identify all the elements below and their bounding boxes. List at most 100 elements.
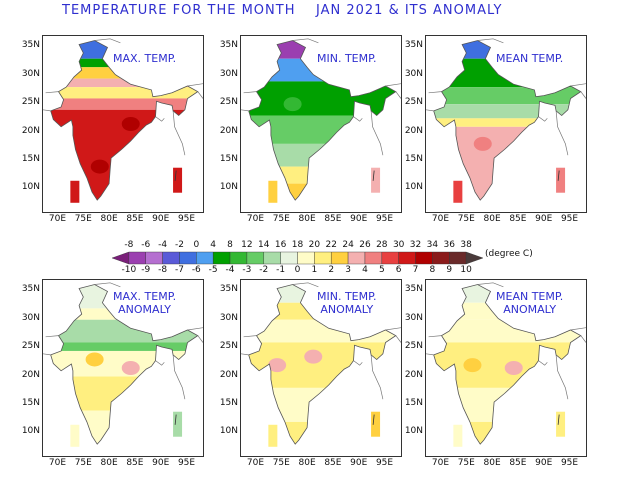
colorbar-bottom-label: 9 (446, 265, 453, 275)
border-line (43, 353, 51, 356)
lat-tick-label: 35N (21, 284, 40, 295)
lon-tick-label: 85E (324, 458, 342, 468)
lon-tick-label: 75E (272, 458, 290, 468)
colorbar-top-label: 36 (443, 240, 455, 250)
border-line (243, 91, 257, 94)
lon-tick-label: 90E (350, 214, 368, 224)
colorbar-top-label: 20 (308, 240, 321, 250)
border-line (428, 91, 442, 94)
border-line (385, 327, 401, 331)
lat-tick-label: 20N (21, 125, 40, 136)
andaman-box (371, 167, 381, 193)
colorbar-top-label: -2 (174, 240, 184, 250)
colorbar-swatch (263, 251, 281, 265)
colorbar-top-label: 32 (409, 240, 422, 250)
andaman-islands (372, 170, 375, 181)
colorbar-swatch (246, 251, 264, 265)
shade-patch (90, 159, 109, 174)
border-line (45, 335, 59, 338)
lon-tick-label: 70E (246, 458, 265, 468)
colorbar-swatch (162, 251, 180, 265)
india-outline (248, 284, 397, 445)
lon-tick-label: 75E (272, 214, 290, 224)
colorbar-swatch (465, 251, 484, 265)
border-line (370, 110, 384, 156)
lat-tick-label: 30N (404, 68, 423, 79)
border-line (538, 116, 548, 122)
lat-tick-label: 30N (21, 68, 40, 79)
border-line (155, 116, 165, 122)
colorbar-swatch (381, 251, 399, 265)
colorbar-top-label: 18 (291, 240, 304, 250)
colorbar-swatch (297, 251, 315, 265)
lon-tick-label: 75E (457, 458, 475, 468)
lon-tick-label: 95E (375, 214, 394, 224)
colorbar-top-label: 34 (426, 240, 439, 250)
map-svg (426, 38, 586, 203)
map-svg (241, 38, 401, 203)
border-line (197, 335, 203, 343)
colorbar-top-label: 14 (258, 240, 270, 250)
colorbar-swatch (415, 251, 433, 265)
colorbar-swatch (314, 251, 332, 265)
border-line (555, 354, 569, 400)
lat-tick-label: 10N (219, 182, 238, 193)
colorbar-bottom-label: 0 (294, 265, 301, 275)
lat-tick-label: 30N (219, 68, 238, 79)
lat-tick-label: 20N (219, 369, 238, 380)
shade-band (50, 98, 198, 110)
border-line (243, 335, 257, 338)
border-line (187, 327, 203, 331)
map-svg (426, 282, 586, 447)
lon-tick-label: 85E (509, 458, 527, 468)
panel-label: MEAN TEMP. ANOMALY (496, 290, 564, 316)
shade-patch (473, 136, 492, 151)
border-line (292, 282, 319, 288)
colorbar-swatch (111, 251, 130, 265)
colorbar-bottom-label: 1 (311, 265, 318, 275)
border-line (395, 91, 401, 99)
lon-tick-label: 85E (126, 458, 144, 468)
lon-tick-label: 70E (431, 214, 450, 224)
colorbar-bottom-label: -9 (141, 265, 151, 275)
map-panel-4: MAX. TEMP. ANOMALY (42, 279, 204, 457)
map-svg (241, 282, 401, 447)
lon-tick-label: 90E (152, 458, 170, 468)
shade-band (50, 67, 198, 79)
lakshadweep-box (70, 424, 80, 447)
lat-tick-label: 10N (219, 426, 238, 437)
colorbar-top-label: -6 (141, 240, 151, 250)
shade-patch (304, 349, 323, 364)
andaman-box (173, 167, 183, 193)
border-line (477, 282, 504, 288)
shade-band (50, 342, 198, 351)
shade-band (50, 78, 198, 88)
india-outline (248, 40, 397, 201)
colorbar-bottom-label: 6 (395, 265, 402, 275)
lon-tick-label: 85E (126, 214, 144, 224)
colorbar-bottom-label: -7 (174, 265, 184, 275)
map-panel-1: MAX. TEMP. (42, 35, 204, 213)
colorbar-bottom-label: -10 (121, 265, 137, 275)
colorbar-swatch (196, 251, 214, 265)
lat-tick-label: 15N (21, 153, 40, 164)
colorbar-bottom-label: -1 (276, 265, 286, 275)
colorbar-bottom-label: 3 (345, 265, 351, 275)
lat-tick-label: 25N (404, 341, 423, 352)
lakshadweep-box (453, 180, 463, 203)
lat-tick-label: 20N (21, 369, 40, 380)
border-line (353, 360, 363, 366)
lat-tick-label: 10N (21, 182, 40, 193)
colorbar-top-label: 0 (193, 240, 200, 250)
lon-tick-label: 80E (298, 458, 316, 468)
colorbar-bottom-label: -3 (242, 265, 252, 275)
lat-tick-label: 35N (21, 40, 40, 51)
lat-tick-label: 35N (404, 284, 423, 295)
colorbar-top-label: 12 (241, 240, 253, 250)
india-outline (50, 284, 199, 445)
colorbar-bottom-label: 8 (429, 265, 436, 275)
colorbar-swatch (449, 251, 467, 265)
border-line (172, 110, 186, 156)
lat-tick-label: 30N (219, 312, 238, 323)
border-line (395, 335, 401, 343)
